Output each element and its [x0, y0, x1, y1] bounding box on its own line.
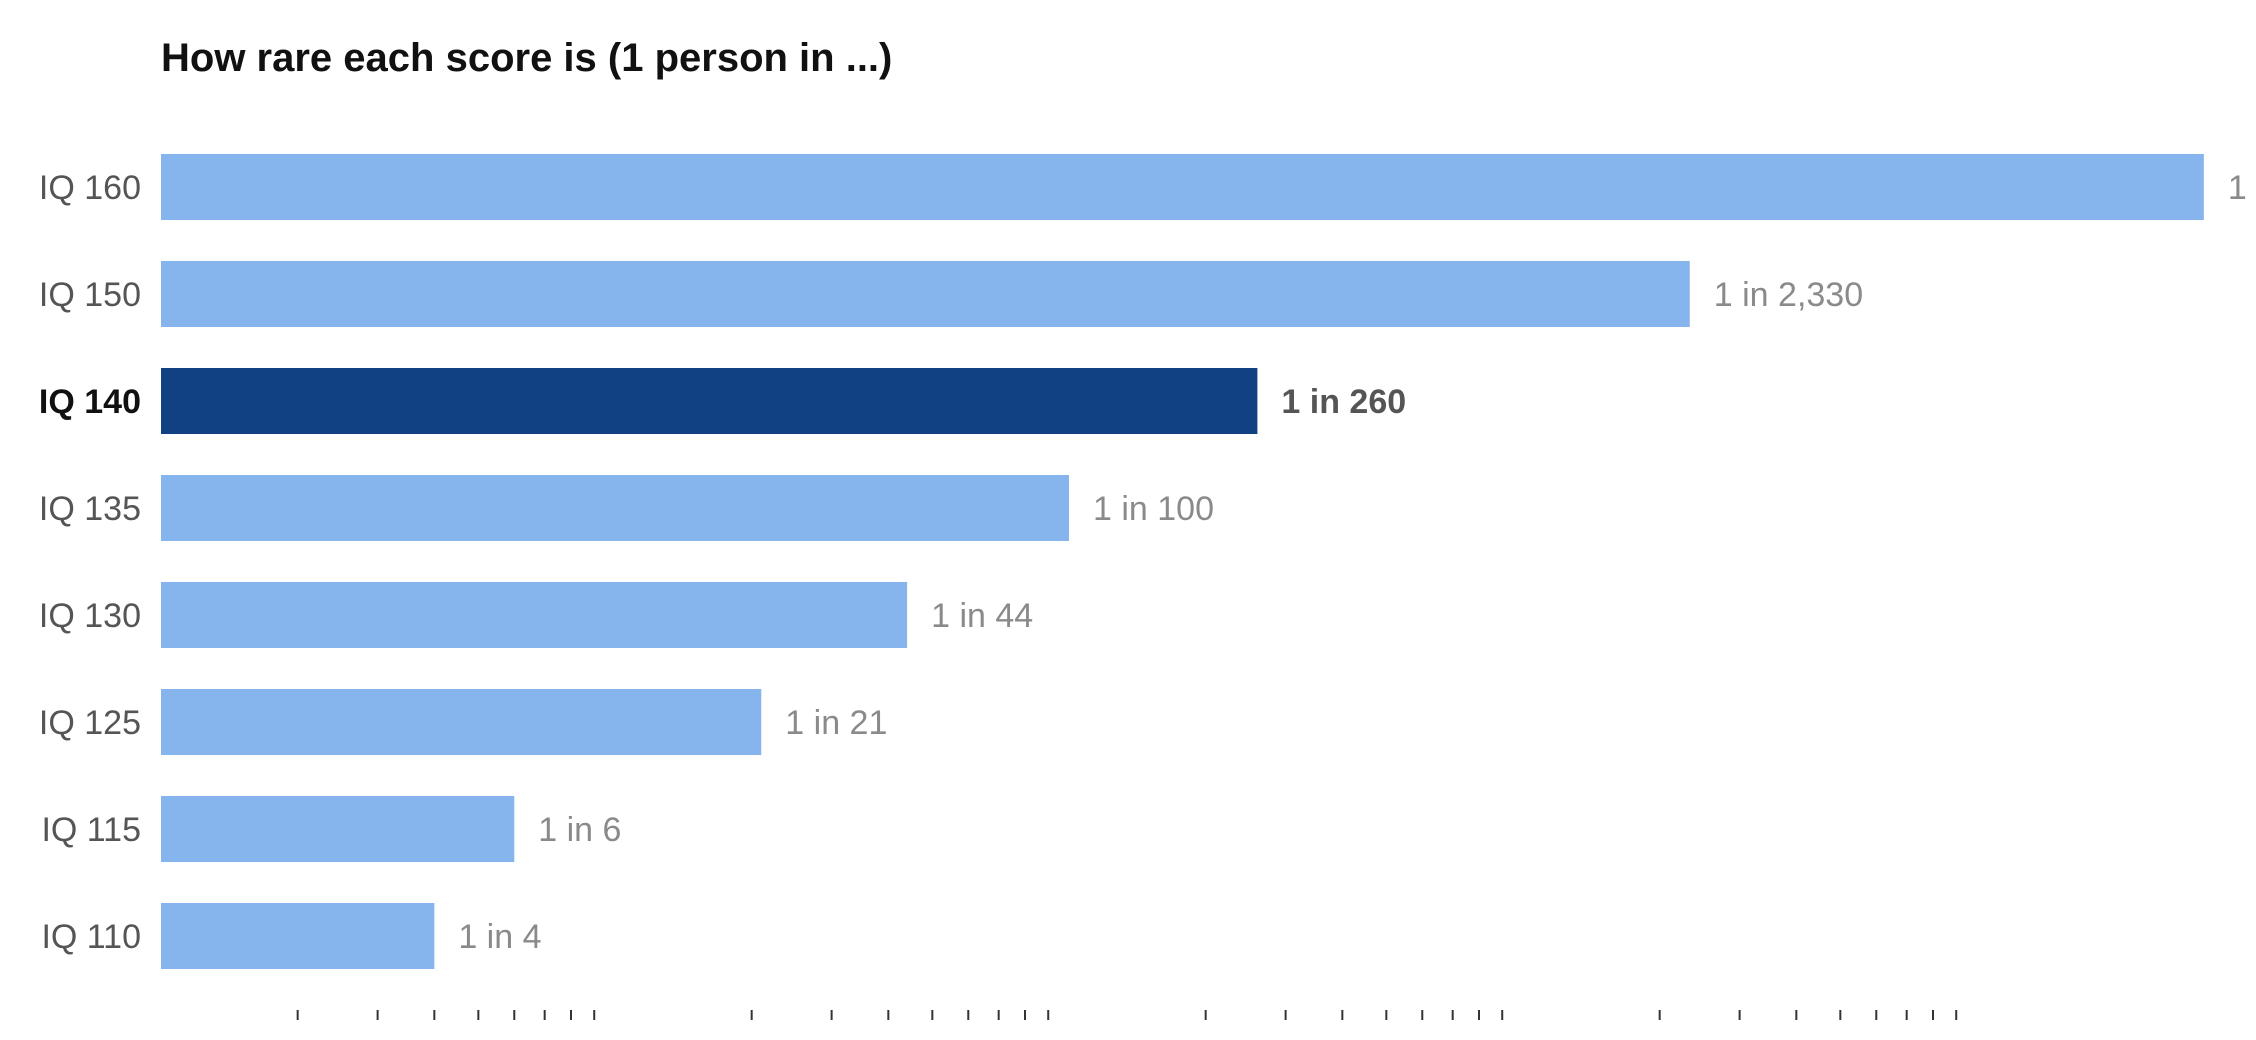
chart-title: How rare each score is (1 person in ...) [161, 36, 893, 80]
bars-layer [161, 154, 2204, 969]
category-label: IQ 110 [41, 918, 141, 956]
category-label: IQ 160 [39, 169, 141, 207]
data-label: 1 in 4 [458, 918, 541, 956]
bar-iq-135 [161, 475, 1069, 541]
category-label: IQ 115 [41, 811, 141, 849]
bar-iq-115 [161, 796, 515, 862]
labels-layer: IQ 160 1 in 31,600 IQ 150 1 in 2,330 IQ 140 1… [39, 169, 2256, 956]
data-label: 1 in 260 [1281, 383, 1406, 421]
data-label: 1 in 2,330 [1714, 276, 1863, 314]
bar-iq-160 [161, 154, 2204, 220]
bar-iq-110 [161, 903, 435, 969]
category-label: IQ 150 [39, 276, 141, 314]
category-label: IQ 130 [39, 597, 141, 635]
data-label: 1 in 100 [1093, 490, 1214, 528]
category-label: IQ 125 [39, 704, 141, 742]
data-label: 1 in 21 [785, 704, 887, 742]
bar-iq-130 [161, 582, 908, 648]
bar-iq-140 [161, 368, 1258, 434]
bar-iq-125 [161, 689, 762, 755]
category-label: IQ 140 [39, 383, 141, 421]
x-axis-ticks [296, 1010, 1958, 1020]
bar-iq-150 [161, 261, 1690, 327]
data-label: 1 in 31,600 [2228, 169, 2256, 207]
category-label: IQ 135 [39, 490, 141, 528]
data-label: 1 in 6 [538, 811, 621, 849]
data-label: 1 in 44 [931, 597, 1033, 635]
